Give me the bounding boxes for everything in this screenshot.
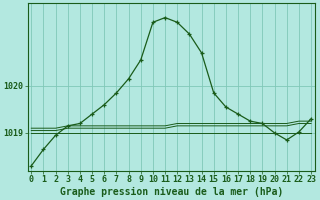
X-axis label: Graphe pression niveau de la mer (hPa): Graphe pression niveau de la mer (hPa)	[60, 186, 283, 197]
